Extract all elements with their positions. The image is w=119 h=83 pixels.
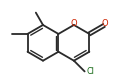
Text: Cl: Cl bbox=[87, 67, 95, 76]
Text: O: O bbox=[101, 19, 108, 28]
Text: O: O bbox=[71, 19, 77, 28]
